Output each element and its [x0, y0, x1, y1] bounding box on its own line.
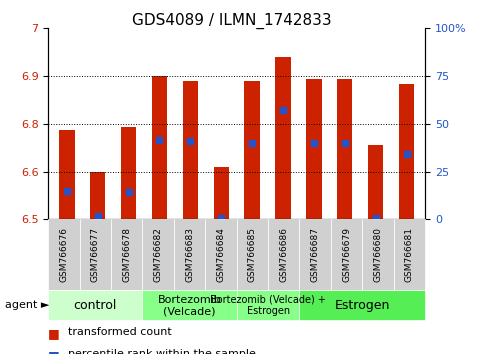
Text: GSM766677: GSM766677: [91, 227, 100, 282]
Text: transformed count: transformed count: [68, 327, 171, 337]
Bar: [213, 167, 229, 219]
Text: control: control: [74, 299, 117, 312]
Text: GSM766683: GSM766683: [185, 227, 194, 282]
Bar: [275, 57, 291, 219]
Bar: [368, 145, 384, 219]
Bar: [121, 127, 136, 219]
Text: percentile rank within the sample: percentile rank within the sample: [68, 349, 256, 354]
Bar: [183, 81, 198, 219]
Bar: [152, 76, 167, 219]
Text: GSM766685: GSM766685: [248, 227, 257, 282]
Bar: [337, 79, 353, 219]
Text: GDS4089 / ILMN_1742833: GDS4089 / ILMN_1742833: [132, 12, 332, 29]
Text: GSM766679: GSM766679: [342, 227, 351, 282]
Text: GSM766681: GSM766681: [405, 227, 414, 282]
Text: ■: ■: [48, 327, 60, 341]
Text: ■: ■: [48, 349, 60, 354]
Text: GSM766686: GSM766686: [279, 227, 288, 282]
Bar: [244, 81, 260, 219]
Text: agent ►: agent ►: [5, 300, 49, 310]
Text: GSM766684: GSM766684: [216, 227, 226, 282]
Text: GSM766680: GSM766680: [373, 227, 383, 282]
Text: Bortezomib (Velcade) +
Estrogen: Bortezomib (Velcade) + Estrogen: [210, 295, 326, 316]
Bar: [399, 84, 414, 219]
Text: GSM766678: GSM766678: [122, 227, 131, 282]
Bar: [90, 172, 105, 219]
Text: Bortezomib
(Velcade): Bortezomib (Velcade): [157, 295, 222, 316]
Text: GSM766682: GSM766682: [154, 227, 163, 282]
Text: GSM766687: GSM766687: [311, 227, 320, 282]
Text: Estrogen: Estrogen: [335, 299, 390, 312]
Text: GSM766676: GSM766676: [59, 227, 69, 282]
Bar: [306, 79, 322, 219]
Bar: [59, 130, 74, 219]
